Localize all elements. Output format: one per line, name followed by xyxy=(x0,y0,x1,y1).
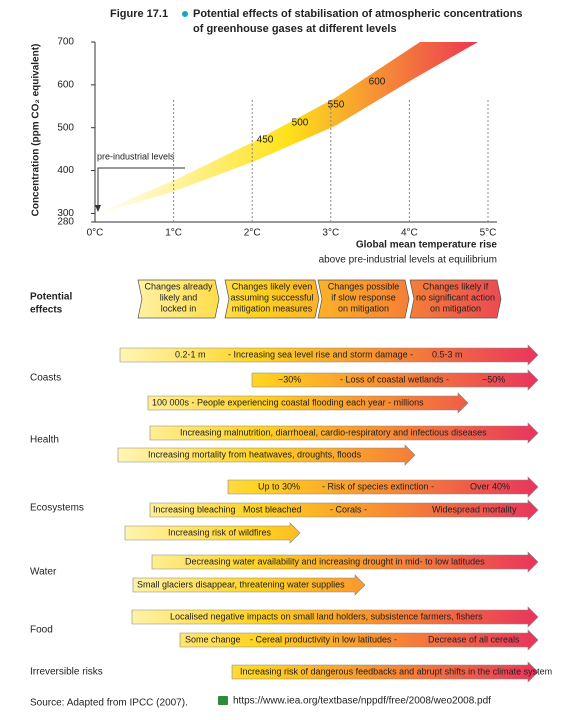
arrow-text: 100 000s - People experiencing coastal f… xyxy=(152,397,424,407)
band-label: 600 xyxy=(369,77,386,88)
arrow xyxy=(149,499,539,521)
stage-text: likely and xyxy=(160,292,198,302)
arrow-text: 0.5-3 m xyxy=(432,349,463,359)
band-label: 550 xyxy=(328,100,345,111)
heading: effects xyxy=(30,305,63,316)
y-tick-label: 600 xyxy=(57,79,74,90)
arrow-text: Some change xyxy=(185,634,241,644)
stage-text: if slow response xyxy=(331,292,396,302)
figure-label: Figure 17.1 xyxy=(110,8,168,20)
arrow xyxy=(117,444,416,466)
arrow-text: Increasing bleaching xyxy=(153,504,236,514)
arrow-text: - Loss of coastal wetlands - xyxy=(340,374,449,384)
y-tick-label: 400 xyxy=(57,165,74,176)
annotation: pre-industrial levels xyxy=(97,151,175,161)
x-tick-label: 4°C xyxy=(401,228,418,239)
lock-icon xyxy=(218,696,228,705)
arrow-text: Increasing risk of dangerous feedbacks a… xyxy=(240,666,552,676)
arrow xyxy=(132,574,366,596)
band xyxy=(95,42,478,215)
x-tick-label: 3°C xyxy=(322,228,339,239)
stage-text: mitigation measures xyxy=(232,303,313,313)
x-tick-label: 1°C xyxy=(165,228,182,239)
arrow-text: Increasing malnutrition, diarrhoeal, car… xyxy=(180,427,487,437)
stage-text: Changes likely if xyxy=(423,281,489,291)
arrow-text: Up to 30% xyxy=(258,481,300,491)
arrow-text: Most bleached xyxy=(243,504,302,514)
stage-box xyxy=(224,279,320,319)
stage-text: locked in xyxy=(161,303,197,313)
stage-text: on mitigation xyxy=(338,303,389,313)
arrow-text: Widespread mortality xyxy=(432,504,517,514)
stage-text: no significant action xyxy=(416,292,495,302)
arrow xyxy=(131,606,539,628)
bullet xyxy=(182,11,188,17)
arrow-text: 0.2-1 m xyxy=(175,349,206,359)
arrow-text: Over 40% xyxy=(470,481,510,491)
arrow-text: ~30% xyxy=(278,374,301,384)
arrow xyxy=(124,522,301,544)
stage-text: Changes possible xyxy=(328,281,400,291)
arrow-text: Localised negative impacts on small land… xyxy=(170,611,483,621)
x-sublabel: above pre-industrial levels at equilibri… xyxy=(319,255,497,266)
stage-text: on mitigation xyxy=(430,303,481,313)
arrow xyxy=(147,392,469,414)
stage-box xyxy=(137,279,220,319)
row-label: Health xyxy=(30,435,59,446)
arrow-text: - Increasing sea level rise and storm da… xyxy=(228,349,413,359)
x-tick-label: 5°C xyxy=(480,228,497,239)
arrow-text: - Risk of species extinction - xyxy=(322,481,434,491)
annotation-line xyxy=(97,167,185,207)
stage-text: Changes likely even xyxy=(232,281,313,291)
x-label: Global mean temperature rise xyxy=(356,240,498,251)
title: Potential effects of stabilisation of at… xyxy=(193,8,522,20)
x-tick-label: 0°C xyxy=(87,228,104,239)
stage-box xyxy=(317,279,410,319)
band-label: 500 xyxy=(292,118,309,129)
arrow xyxy=(119,344,539,366)
annotation-arrow xyxy=(95,205,101,212)
stage-text: Changes already xyxy=(144,281,213,291)
arrow-text: Decreasing water availability and increa… xyxy=(185,556,485,566)
y-tick-label: 500 xyxy=(57,122,74,133)
row-label: Water xyxy=(30,567,57,578)
arrow-text: ~50% xyxy=(482,374,505,384)
arrow-text: - Cereal productivity in low latitudes - xyxy=(250,634,397,644)
arrow-text: Increasing mortality from heatwaves, dro… xyxy=(148,449,362,459)
row-label: Ecosystems xyxy=(30,503,84,514)
arrow-text: - Corals - xyxy=(330,504,367,514)
arrow xyxy=(227,476,539,498)
heading: Potential xyxy=(30,292,72,303)
arrow xyxy=(149,422,539,444)
arrow-text: Increasing risk of wildfires xyxy=(168,527,272,537)
y-label: Concentration (ppm CO₂ equivalent) xyxy=(31,44,42,217)
x-tick-label: 2°C xyxy=(244,228,261,239)
row-label: Irreversible risks xyxy=(30,667,103,678)
band-label: 450 xyxy=(257,135,274,146)
arrow xyxy=(231,661,539,683)
arrow-text: Decrease of all cereals xyxy=(428,634,520,644)
stage-text: assuming successful xyxy=(230,292,313,302)
title: of greenhouse gases at different levels xyxy=(193,23,397,35)
stage-box xyxy=(409,279,502,319)
arrow xyxy=(251,369,539,391)
source: Source: Adapted from IPCC (2007). xyxy=(30,698,188,709)
y-tick-label: 280 xyxy=(57,217,74,228)
y-tick-label: 700 xyxy=(57,37,74,48)
arrow-text: Small glaciers disappear, threatening wa… xyxy=(137,579,345,589)
y-tick-label: 300 xyxy=(57,208,74,219)
row-label: Coasts xyxy=(30,373,61,384)
url[interactable]: https://www.iea.org/textbase/nppdf/free/… xyxy=(233,696,491,707)
arrow xyxy=(179,629,539,651)
arrow xyxy=(151,551,539,573)
row-label: Food xyxy=(30,625,53,636)
